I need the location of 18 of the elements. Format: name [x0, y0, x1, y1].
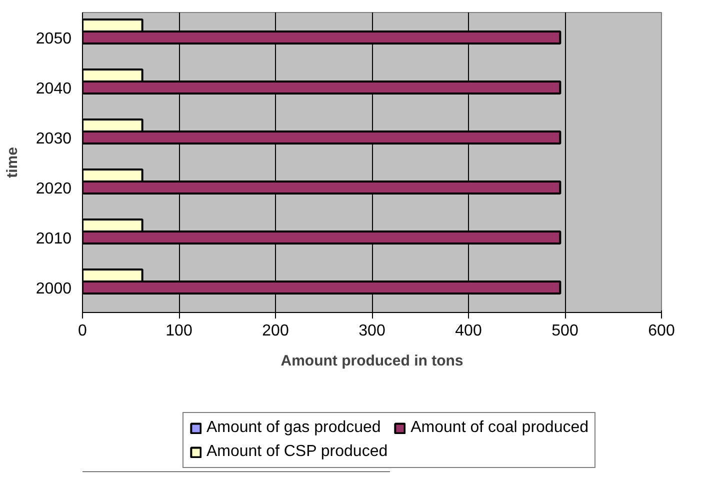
- y-tick-label: 2050: [36, 30, 72, 48]
- x-tick-label: 0: [78, 322, 88, 340]
- x-tick-label: 300: [358, 322, 386, 340]
- legend-label: Amount of gas prodcued: [206, 419, 381, 437]
- x-tick-label: 100: [166, 322, 192, 340]
- y-axis-title: time: [4, 147, 21, 178]
- x-axis-title: Amount produced in tons: [280, 352, 464, 370]
- x-tick-label: 200: [262, 322, 289, 340]
- x-tick-label: 500: [552, 322, 578, 340]
- y-tick-label: 2040: [36, 80, 72, 98]
- x-tick-label: 600: [648, 322, 675, 340]
- legend-label: Amount of coal produced: [410, 419, 589, 437]
- legend-label: Amount of CSP produced: [206, 443, 388, 461]
- y-tick-label: 2010: [36, 230, 72, 248]
- y-tick-label: 2000: [36, 280, 72, 298]
- x-tick-label: 400: [455, 322, 482, 340]
- y-tick-label: 2030: [36, 130, 72, 148]
- y-tick-label: 2020: [36, 180, 72, 198]
